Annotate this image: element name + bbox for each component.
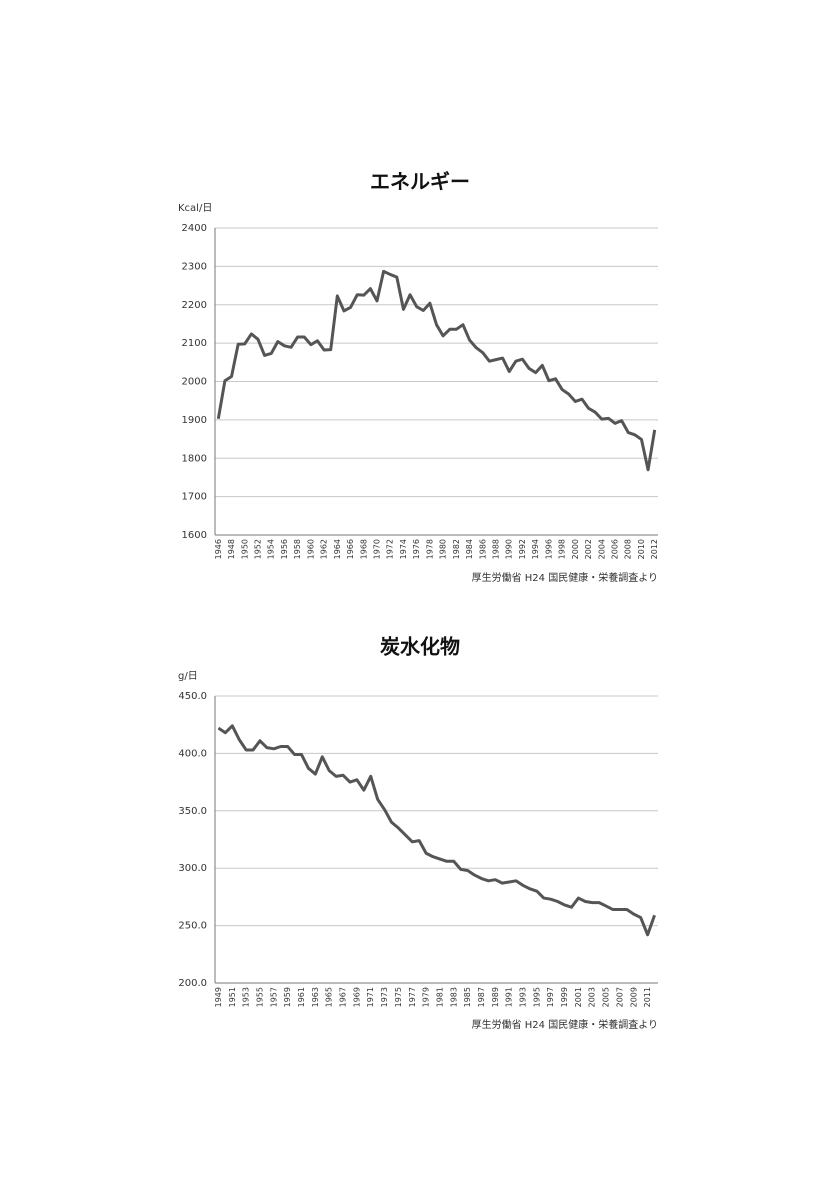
x-tick-label: 1969 (352, 987, 361, 1007)
y-axis-label: Kcal/日 (178, 203, 212, 214)
x-tick-label: 1946 (214, 539, 223, 559)
x-tick-label: 1990 (505, 539, 514, 559)
x-tick-label: 1979 (422, 987, 431, 1007)
chart-title: 炭水化物 (380, 635, 460, 659)
x-tick-label: 1960 (306, 539, 315, 559)
x-tick-label: 1983 (449, 987, 458, 1007)
y-tick-label: 1800 (182, 453, 207, 464)
x-tick-label: 2007 (615, 987, 624, 1007)
x-tick-label: 1951 (228, 987, 237, 1007)
y-tick-label: 2300 (182, 261, 207, 272)
x-tick-label: 1992 (518, 539, 527, 559)
x-tick-label: 1999 (560, 987, 569, 1007)
y-tick-label: 1900 (182, 415, 207, 426)
x-tick-label: 2006 (611, 539, 620, 559)
x-tick-label: 1997 (546, 987, 555, 1007)
x-tick-label: 2011 (643, 987, 652, 1007)
x-tick-label: 1970 (372, 539, 381, 559)
x-tick-label: 2003 (588, 987, 597, 1007)
y-tick-label: 2200 (182, 300, 207, 311)
x-tick-label: 1986 (478, 539, 487, 559)
x-tick-label: 1988 (492, 539, 501, 559)
x-tick-label: 1994 (531, 539, 540, 559)
x-tick-label: 1959 (283, 987, 292, 1007)
x-tick-label: 1972 (386, 539, 395, 559)
x-tick-label: 2012 (650, 539, 659, 559)
x-tick-label: 1952 (253, 539, 262, 559)
x-tick-label: 1948 (227, 539, 236, 559)
x-tick-label: 1949 (214, 987, 223, 1007)
x-tick-label: 1996 (544, 539, 553, 559)
y-tick-label: 1700 (182, 492, 207, 503)
x-tick-label: 1958 (293, 539, 302, 559)
y-tick-label: 250.0 (178, 921, 207, 932)
data-line (216, 269, 657, 472)
y-tick-label: 300.0 (178, 863, 207, 874)
x-tick-label: 1955 (255, 987, 264, 1007)
x-tick-label: 1954 (267, 539, 276, 559)
x-tick-label: 1963 (311, 987, 320, 1007)
x-tick-label: 1981 (435, 987, 444, 1007)
y-tick-label: 2000 (182, 377, 207, 388)
x-tick-label: 1964 (333, 539, 342, 559)
x-tick-label: 1968 (359, 539, 368, 559)
x-tick-label: 1953 (242, 987, 251, 1007)
y-tick-label: 200.0 (178, 978, 207, 989)
y-tick-label: 400.0 (178, 748, 207, 759)
x-tick-label: 1962 (320, 539, 329, 559)
x-tick-label: 1967 (339, 987, 348, 1007)
y-tick-label: 2400 (182, 223, 207, 234)
x-tick-label: 1991 (505, 987, 514, 1007)
x-tick-label: 2002 (584, 539, 593, 559)
y-axis-label: g/日 (178, 671, 198, 682)
x-tick-label: 1978 (425, 539, 434, 559)
x-tick-label: 1980 (439, 539, 448, 559)
y-tick-label: 350.0 (178, 806, 207, 817)
x-tick-label: 2005 (602, 987, 611, 1007)
x-tick-label: 1977 (408, 987, 417, 1007)
x-tick-label: 1973 (380, 987, 389, 1007)
x-tick-label: 1995 (532, 987, 541, 1007)
x-tick-label: 1975 (394, 987, 403, 1007)
y-tick-label: 1600 (182, 530, 207, 541)
x-tick-label: 1989 (491, 987, 500, 1007)
x-tick-label: 1998 (558, 539, 567, 559)
x-tick-label: 2004 (597, 539, 606, 559)
x-tick-label: 1961 (297, 987, 306, 1007)
x-tick-label: 1985 (463, 987, 472, 1007)
x-tick-label: 1984 (465, 539, 474, 559)
x-tick-label: 1993 (519, 987, 528, 1007)
x-tick-label: 2001 (574, 987, 583, 1007)
x-tick-label: 1976 (412, 539, 421, 559)
chart-title: エネルギー (370, 170, 470, 194)
y-tick-label: 2100 (182, 338, 207, 349)
x-tick-label: 1971 (366, 987, 375, 1007)
x-tick-label: 1965 (325, 987, 334, 1007)
data-line (217, 724, 656, 937)
x-tick-label: 2010 (637, 539, 646, 559)
source-note: 厚生労働省 H24 国民健康・栄養調査より (472, 571, 658, 584)
x-tick-label: 1982 (452, 539, 461, 559)
x-tick-label: 1950 (240, 539, 249, 559)
source-note: 厚生労働省 H24 国民健康・栄養調査より (472, 1018, 658, 1031)
x-tick-label: 1966 (346, 539, 355, 559)
x-tick-label: 1987 (477, 987, 486, 1007)
x-tick-label: 1957 (269, 987, 278, 1007)
x-tick-label: 2009 (629, 987, 638, 1007)
y-tick-label: 450.0 (178, 691, 207, 702)
x-tick-label: 2008 (624, 539, 633, 559)
x-tick-label: 1974 (399, 539, 408, 559)
x-tick-label: 2000 (571, 539, 580, 559)
x-tick-label: 1956 (280, 539, 289, 559)
